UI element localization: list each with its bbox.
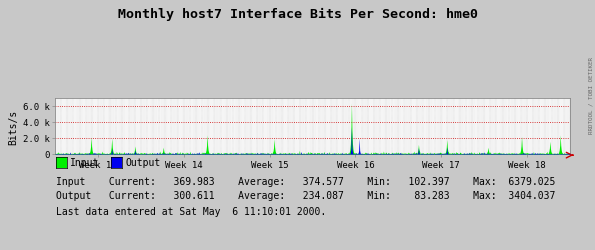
Text: Last data entered at Sat May  6 11:10:01 2000.: Last data entered at Sat May 6 11:10:01 … xyxy=(56,206,326,216)
Text: Input    Current:   369.983    Average:   374.577    Min:   102.397    Max:  637: Input Current: 369.983 Average: 374.577 … xyxy=(56,176,555,186)
Text: RRDTOOL / TOBI OETIKER: RRDTOOL / TOBI OETIKER xyxy=(588,57,593,133)
Text: Input: Input xyxy=(70,157,99,167)
Y-axis label: Bits/s: Bits/s xyxy=(8,109,18,144)
Text: Monthly host7 Interface Bits Per Second: hme0: Monthly host7 Interface Bits Per Second:… xyxy=(117,8,478,20)
Text: Output   Current:   300.611    Average:   234.087    Min:    83.283    Max:  340: Output Current: 300.611 Average: 234.087… xyxy=(56,190,555,200)
Text: Output: Output xyxy=(126,157,161,167)
